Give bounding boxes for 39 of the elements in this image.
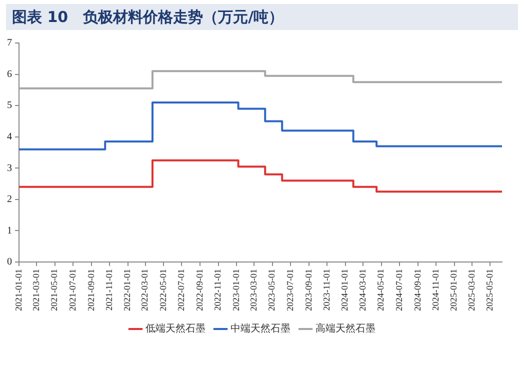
legend-label: 高端天然石墨 [316,322,376,335]
x-tick-label: 2025-01-01 [448,269,459,312]
x-tick-label: 2021-03-01 [30,269,41,312]
y-tick-label: 6 [7,68,12,80]
x-tick-label: 2024-03-01 [358,269,368,312]
x-tick-label: 2021-11-01 [104,269,114,311]
legend-label: 中端天然石墨 [230,322,290,335]
x-tick-label: 2024-07-01 [394,269,404,312]
x-tick-label: 2023-11-01 [321,269,332,311]
x-tick-label: 2021-01-01 [13,269,24,312]
x-tick-label: 2024-09-01 [412,269,422,312]
x-tick-label: 2021-07-01 [67,269,78,312]
y-tick-label: 1 [7,225,12,236]
x-tick-label: 2024-11-01 [430,269,441,311]
x-tick-label: 2022-05-01 [158,269,168,312]
x-tick-label: 2025-05-01 [484,269,494,312]
y-tick-label: 7 [7,38,12,49]
y-tick-label: 3 [7,162,12,174]
chart-title: 图表 10 负极材料价格走势（万元/吨） [6,4,518,30]
x-tick-label: 2025-03-01 [466,269,476,312]
x-tick-label: 2022-09-01 [194,269,205,312]
y-tick-label: 5 [7,100,12,112]
x-tick-label: 2022-11-01 [212,269,223,311]
x-tick-label: 2021-09-01 [86,269,96,312]
x-tick-label: 2024-05-01 [376,269,386,312]
y-tick-label: 4 [7,131,12,142]
x-tick-label: 2023-09-01 [303,269,314,312]
legend-label: 低端天然石墨 [146,322,206,335]
x-tick-label: 2023-05-01 [266,269,277,312]
x-tick-label: 2022-03-01 [140,269,150,312]
x-tick-label: 2024-01-01 [340,269,350,312]
x-tick-label: 2021-05-01 [49,269,60,312]
y-tick-label: 2 [7,194,12,206]
x-tick-label: 2022-07-01 [176,269,186,312]
x-tick-label: 2023-07-01 [284,269,295,312]
x-tick-label: 2023-03-01 [248,269,258,312]
y-tick-label: 0 [7,256,12,268]
x-tick-label: 2023-01-01 [230,269,241,312]
x-tick-label: 2022-01-01 [122,269,132,312]
